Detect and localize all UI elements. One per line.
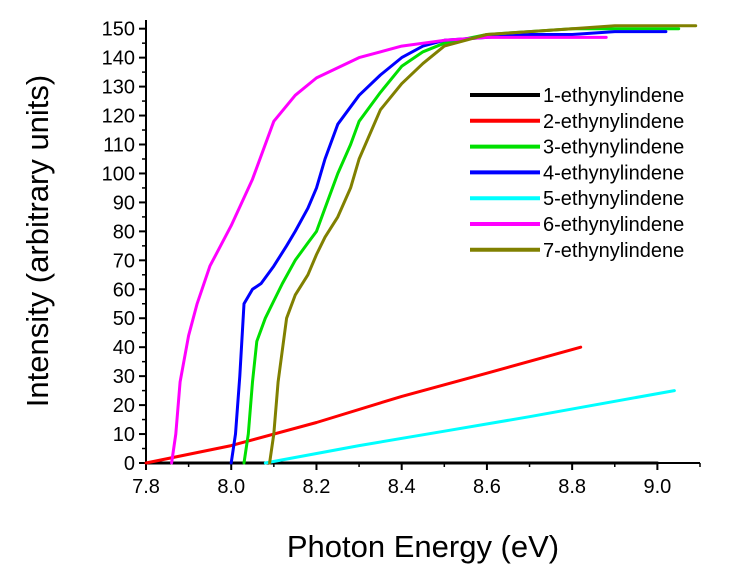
legend-label: 7-ethynylindene xyxy=(543,240,684,262)
y-tick-label: 150 xyxy=(102,19,135,41)
series-line-7 xyxy=(268,24,698,465)
y-tick-label: 70 xyxy=(113,250,135,272)
series-line-5 xyxy=(263,389,676,465)
x-tick-label: 7.8 xyxy=(132,476,160,498)
legend-label: 3-ethynylindene xyxy=(543,137,684,159)
x-tick-label: 8.0 xyxy=(217,476,245,498)
x-tick-label: 8.4 xyxy=(388,476,416,498)
y-ticks: 0 10 20 30 40 50 60 70 80 90 100 110 120 130 140 150 xyxy=(102,19,146,475)
legend-label: 2-ethynylindene xyxy=(543,111,684,133)
y-tick-label: 120 xyxy=(102,106,135,128)
y-axis-title: Intensity (arbitrary units) xyxy=(20,75,55,408)
series-line-6 xyxy=(170,35,608,465)
legend-label: 4-ethynylindene xyxy=(543,162,684,184)
y-tick-label: 20 xyxy=(113,395,135,417)
legend-label: 1-ethynylindene xyxy=(543,85,684,107)
y-tick-label: 0 xyxy=(124,453,135,475)
legend: 1-ethynylindene 2-ethynylindene 3-ethynyli… xyxy=(470,85,684,262)
y-tick-label: 110 xyxy=(103,135,135,157)
series-lines xyxy=(144,24,698,465)
y-tick-label: 80 xyxy=(113,221,135,243)
legend-label: 5-ethynylindene xyxy=(543,188,684,210)
y-tick-label: 60 xyxy=(113,279,135,301)
x-ticks: 7.8 8.0 8.2 8.4 8.6 8.8 9.0 xyxy=(132,463,701,498)
y-tick-label: 90 xyxy=(113,192,135,214)
y-tick-label: 130 xyxy=(102,77,135,99)
x-tick-label: 9.0 xyxy=(643,476,671,498)
y-tick-label: 40 xyxy=(113,337,135,359)
y-tick-label: 50 xyxy=(113,308,135,330)
y-tick-label: 140 xyxy=(102,48,135,70)
legend-label: 6-ethynylindene xyxy=(543,214,684,236)
y-tick-label: 10 xyxy=(113,424,135,446)
x-tick-label: 8.6 xyxy=(473,476,501,498)
x-tick-label: 8.8 xyxy=(558,476,586,498)
series-line-2 xyxy=(144,345,583,465)
y-tick-label: 30 xyxy=(113,366,135,388)
x-axis-title: Photon Energy (eV) xyxy=(287,529,559,564)
y-tick-label: 100 xyxy=(102,163,135,185)
x-tick-label: 8.2 xyxy=(303,476,331,498)
